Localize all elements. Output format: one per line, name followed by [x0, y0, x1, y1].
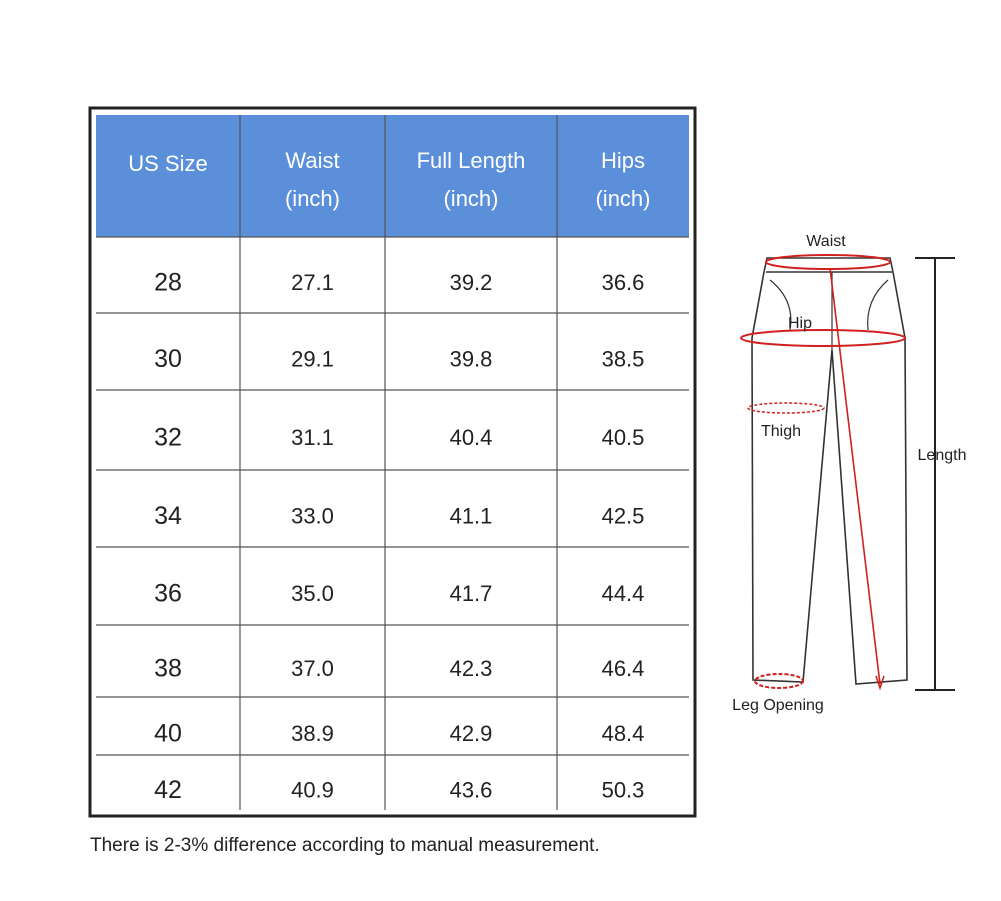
leg-opening-label: Leg Opening	[732, 697, 824, 714]
leg-opening-ring	[754, 673, 804, 689]
table-cell: 40.9	[291, 777, 334, 802]
table-cell: 32	[154, 424, 182, 452]
table-cell: 27.1	[291, 270, 334, 295]
table-cell: 33.0	[291, 503, 334, 528]
table-cell: 40.4	[450, 425, 493, 450]
pocket	[867, 279, 889, 331]
arrow-head	[875, 675, 885, 691]
table-cell: 38.5	[602, 346, 645, 371]
table-cell: 37.0	[291, 656, 334, 681]
header-cell: Full Length	[417, 148, 526, 173]
table-cell: 38.9	[291, 721, 334, 746]
table-cell: 30	[154, 345, 182, 373]
table-cell: 42.9	[450, 721, 493, 746]
table-cell: 46.4	[602, 656, 645, 681]
thigh-label: Thigh	[761, 423, 801, 440]
table-cell: 35.0	[291, 581, 334, 606]
note: There is 2-3% difference according to ma…	[90, 835, 600, 856]
table-cell: 36.6	[602, 270, 645, 295]
header-cell: (inch)	[595, 186, 650, 211]
table-cell: 38	[154, 655, 182, 683]
hip-ring	[740, 329, 906, 347]
table-cell: 29.1	[291, 346, 334, 371]
table-cell: 28	[154, 269, 182, 297]
thigh-ring	[747, 402, 825, 414]
table-cell: 41.7	[450, 581, 493, 606]
header-cell: Hips	[601, 148, 645, 173]
hip-label: Hip	[788, 315, 812, 332]
size-table: US Size Waist (inch) Full Length (inch) Hips (…	[88, 106, 697, 818]
header-background	[96, 115, 689, 237]
table-cell: 41.1	[450, 503, 493, 528]
table-cell: 40	[154, 720, 182, 748]
header-cell: Waist	[285, 148, 339, 173]
waist-label: Waist	[806, 233, 846, 250]
pants-outline	[751, 257, 908, 685]
header-cell: US Size	[128, 151, 207, 176]
table-cell: 40.5	[602, 425, 645, 450]
table-cell: 39.8	[450, 346, 493, 371]
table-cell: 48.4	[602, 721, 645, 746]
table-cell: 42.5	[602, 503, 645, 528]
header-cell: (inch)	[443, 186, 498, 211]
table-cell: 31.1	[291, 425, 334, 450]
pocket	[769, 279, 792, 331]
table-cell: 50.3	[602, 777, 645, 802]
table-cell: 39.2	[450, 270, 493, 295]
table-cell: 42.3	[450, 656, 493, 681]
table-cell: 42	[154, 776, 182, 804]
table-cell: 34	[154, 502, 182, 530]
table-cell: 44.4	[602, 581, 645, 606]
waist-ring	[765, 254, 891, 270]
pants-diagram: Waist Hip Thigh Length Leg Opening	[732, 233, 966, 714]
length-arrow	[829, 267, 881, 685]
table-cell: 43.6	[450, 777, 493, 802]
table-cell: 36	[154, 580, 182, 608]
length-label: Length	[918, 447, 967, 464]
header-cell: (inch)	[285, 186, 340, 211]
